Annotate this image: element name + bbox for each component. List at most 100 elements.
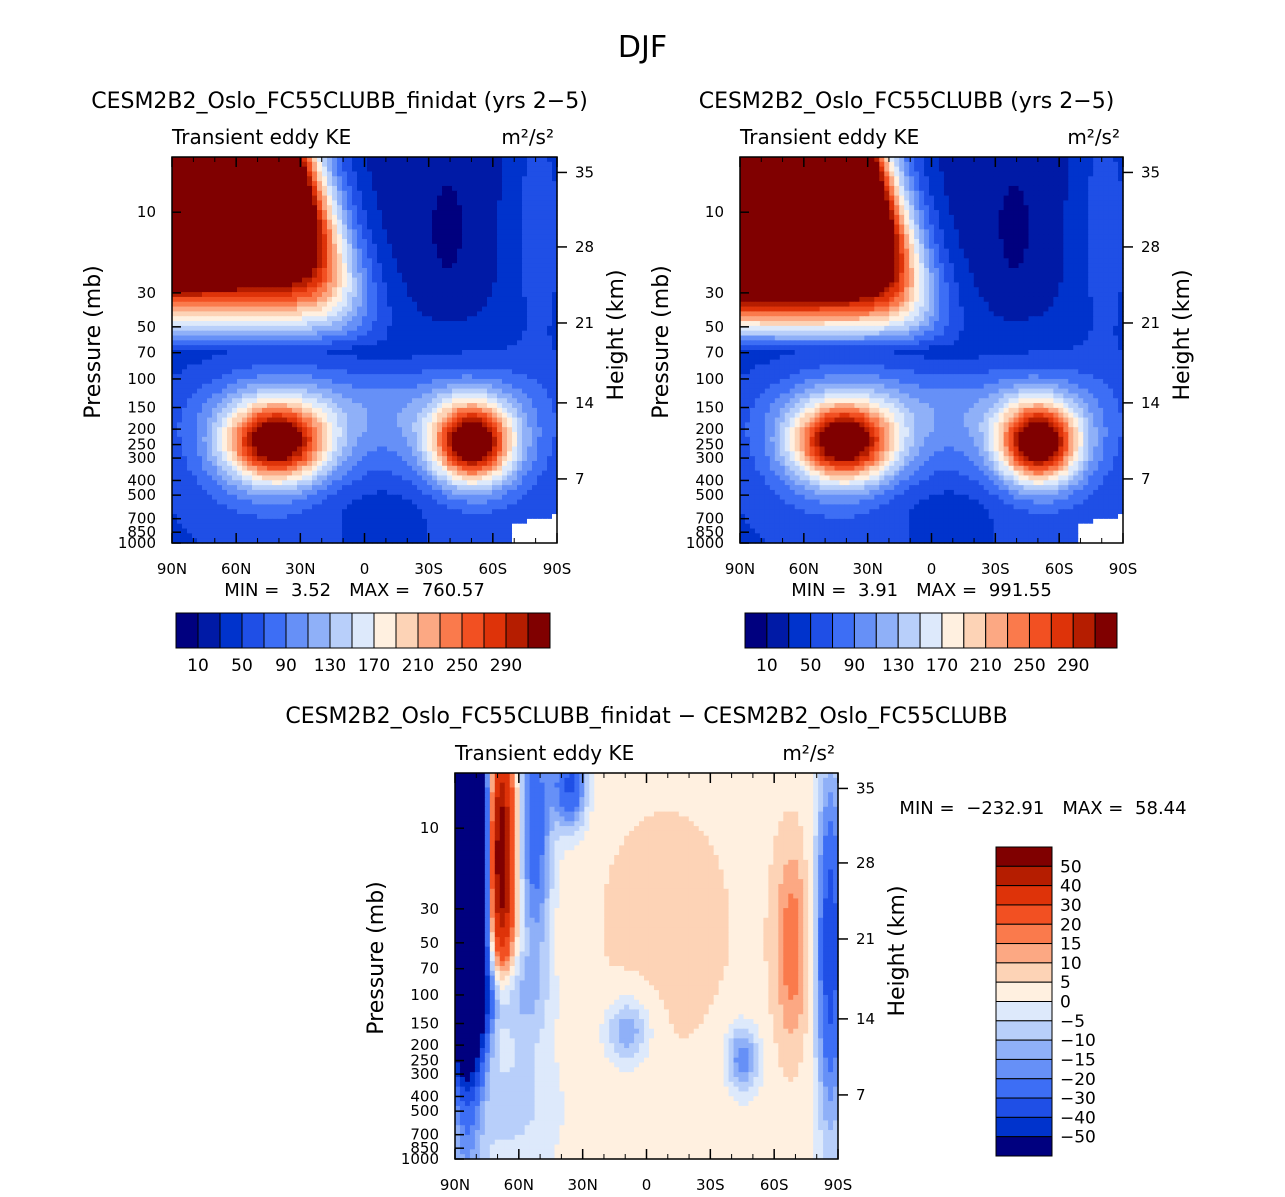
field-cell xyxy=(172,157,178,163)
field-cell xyxy=(172,185,178,192)
field-cell xyxy=(532,176,538,182)
field-cell xyxy=(482,161,488,168)
field-cell xyxy=(437,166,443,173)
field-cell xyxy=(357,161,363,168)
field-cell xyxy=(462,157,468,163)
field-cell xyxy=(282,171,288,177)
field-cell xyxy=(237,181,243,187)
field-cell xyxy=(472,161,478,168)
field-cell xyxy=(442,157,448,163)
field-cell xyxy=(337,157,343,163)
field-cell xyxy=(442,176,448,182)
field-cell xyxy=(232,171,238,177)
field-cell xyxy=(427,166,433,173)
field-cell xyxy=(182,171,188,177)
field-cell xyxy=(432,181,438,187)
field-cell xyxy=(447,166,453,173)
field-cell xyxy=(232,176,238,182)
field-cell xyxy=(377,166,383,173)
field-cell xyxy=(282,157,288,163)
field-cell xyxy=(417,166,423,173)
field-cell xyxy=(197,166,203,173)
field-cell xyxy=(462,166,468,173)
field-cell xyxy=(242,171,248,177)
field-cell xyxy=(277,166,283,173)
field-cell xyxy=(552,157,558,163)
field-cell xyxy=(257,166,263,173)
field-cell xyxy=(342,166,348,173)
field-cell xyxy=(532,157,538,163)
field-cell xyxy=(212,176,218,182)
field-cell xyxy=(207,171,213,177)
field-cell xyxy=(362,176,368,182)
field-cell xyxy=(482,166,488,173)
field-cell xyxy=(342,171,348,177)
field-cell xyxy=(252,157,258,163)
field-cell xyxy=(307,171,313,177)
field-cell xyxy=(502,181,508,187)
field-cell xyxy=(527,176,533,182)
field-cell xyxy=(442,181,448,187)
field-cell xyxy=(187,171,193,177)
field-cell xyxy=(367,176,373,182)
field-cell xyxy=(497,166,503,173)
field-cell xyxy=(282,176,288,182)
field-cell xyxy=(452,181,458,187)
field-cell xyxy=(372,176,378,182)
field-cell xyxy=(202,185,208,192)
field-cell xyxy=(227,171,233,177)
field-cell xyxy=(422,181,428,187)
field-cell xyxy=(342,161,348,168)
field-cell xyxy=(487,166,493,173)
field-cell xyxy=(302,161,308,168)
field-cell xyxy=(247,181,253,187)
field-cell xyxy=(252,171,258,177)
field-cell xyxy=(182,161,188,168)
field-cell xyxy=(552,176,558,182)
field-cell xyxy=(197,171,203,177)
field-cell xyxy=(527,171,533,177)
field-cell xyxy=(272,176,278,182)
field-cell xyxy=(412,181,418,187)
field-cell xyxy=(507,161,513,168)
field-cell xyxy=(282,181,288,187)
field-cell xyxy=(272,166,278,173)
field-cell xyxy=(392,176,398,182)
field-cell xyxy=(367,171,373,177)
field-cell xyxy=(332,161,338,168)
field-cell xyxy=(212,166,218,173)
units-string: m²/s² xyxy=(501,125,554,149)
field-cell xyxy=(292,181,298,187)
field-cell xyxy=(187,157,193,163)
field-cell xyxy=(287,161,293,168)
field-cell xyxy=(257,185,263,192)
field-cell xyxy=(207,176,213,182)
field-cell xyxy=(507,166,513,173)
field-cell xyxy=(472,157,478,163)
field-cell xyxy=(437,161,443,168)
field-cell xyxy=(332,181,338,187)
field-cell xyxy=(432,161,438,168)
field-cell xyxy=(512,157,518,163)
field-cell xyxy=(482,157,488,163)
field-cell xyxy=(357,166,363,173)
field-cell xyxy=(192,166,198,173)
field-cell xyxy=(387,157,393,163)
field-cell xyxy=(227,157,233,163)
field-cell xyxy=(337,161,343,168)
field-cell xyxy=(407,181,413,187)
field-cell xyxy=(467,176,473,182)
field-cell xyxy=(452,157,458,163)
field-cell xyxy=(412,171,418,177)
field-cell xyxy=(522,181,528,187)
field-cell xyxy=(207,161,213,168)
field-cell xyxy=(172,181,178,187)
field-cell xyxy=(342,176,348,182)
field-cell xyxy=(527,157,533,163)
field-cell xyxy=(442,166,448,173)
field-cell xyxy=(277,171,283,177)
field-cell xyxy=(522,157,528,163)
field-cell xyxy=(492,157,498,163)
field-cell xyxy=(407,157,413,163)
field-cell xyxy=(262,185,268,192)
